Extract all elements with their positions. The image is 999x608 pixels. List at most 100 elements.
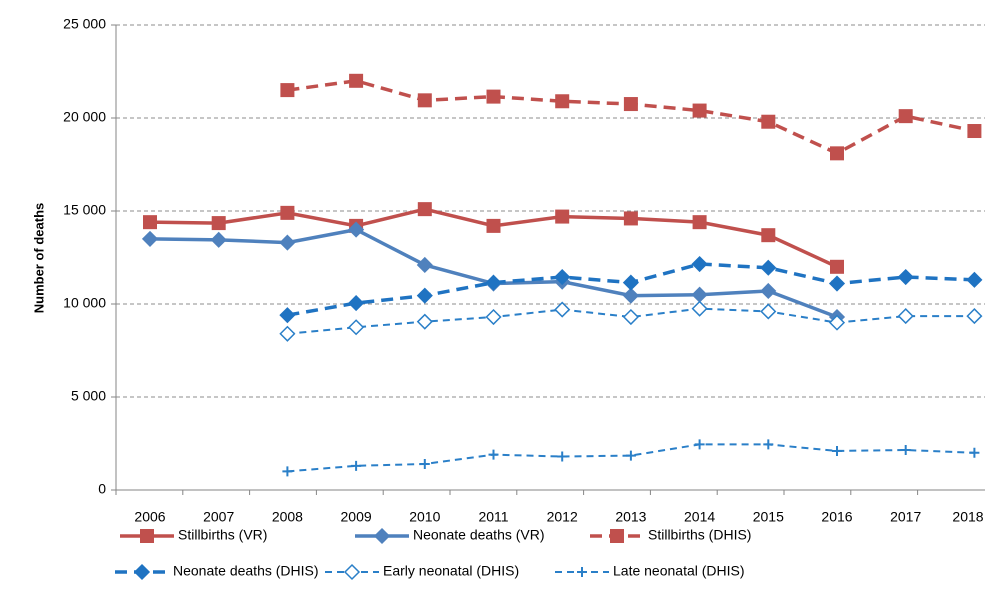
marker: [898, 109, 913, 124]
y-tick-label: 15 000: [63, 202, 106, 218]
marker: [969, 447, 980, 458]
legend-label: Neonate deaths (VR): [413, 527, 545, 543]
marker: [760, 282, 777, 300]
y-tick-label: 10 000: [63, 295, 106, 311]
series: [279, 255, 983, 324]
marker: [554, 268, 571, 286]
marker: [211, 216, 226, 231]
x-tick-label: 2017: [890, 509, 921, 525]
marker: [967, 124, 982, 139]
x-tick-label: 2012: [547, 509, 578, 525]
marker: [761, 228, 776, 243]
series-line: [287, 443, 975, 473]
legend-label: Early neonatal (DHIS): [383, 563, 519, 579]
marker: [417, 93, 432, 108]
x-tick-label: 2008: [272, 509, 303, 525]
marker: [966, 271, 983, 288]
x-tick-label: 2014: [684, 509, 715, 525]
marker: [761, 114, 776, 129]
legend-label: Stillbirths (DHIS): [648, 527, 751, 543]
marker: [279, 325, 296, 342]
marker: [557, 451, 568, 462]
marker: [610, 529, 624, 543]
legend-item: Neonate deaths (VR): [355, 527, 545, 545]
legend-item: Early neonatal (DHIS): [325, 563, 519, 581]
marker: [348, 319, 365, 336]
marker: [280, 83, 295, 98]
marker: [417, 202, 432, 217]
marker: [897, 268, 914, 286]
series: [141, 221, 846, 326]
marker: [416, 313, 433, 330]
marker: [832, 445, 842, 456]
series: [279, 300, 983, 342]
x-tick-label: 2006: [134, 509, 165, 525]
marker: [348, 295, 365, 312]
marker: [625, 450, 636, 461]
marker: [760, 303, 777, 320]
series: [143, 202, 844, 274]
marker: [623, 211, 638, 226]
series: [282, 439, 980, 477]
x-tick-label: 2009: [341, 509, 372, 525]
marker: [577, 567, 587, 577]
series-line: [287, 79, 975, 156]
series-line: [149, 207, 838, 269]
x-tick-label: 2015: [753, 509, 784, 525]
legend-item: Neonate deaths (DHIS): [115, 563, 319, 581]
marker: [279, 307, 296, 324]
marker: [828, 314, 846, 331]
marker: [133, 563, 151, 581]
x-tick-label: 2011: [478, 509, 508, 525]
marker: [555, 94, 570, 109]
marker: [692, 103, 707, 118]
legend-item: Stillbirths (VR): [120, 527, 267, 543]
legend-item: Late neonatal (DHIS): [555, 563, 745, 579]
marker: [692, 215, 707, 230]
marker: [622, 308, 639, 326]
y-tick-label: 25 000: [63, 16, 106, 32]
marker: [900, 445, 911, 456]
marker: [760, 259, 777, 276]
marker: [694, 439, 705, 450]
marker: [485, 308, 502, 326]
marker: [554, 301, 571, 318]
marker: [416, 287, 433, 304]
y-tick-label: 0: [98, 481, 106, 497]
marker: [419, 458, 430, 469]
legend-label: Stillbirths (VR): [178, 527, 267, 543]
series: [280, 73, 982, 161]
marker: [622, 274, 639, 291]
marker: [280, 205, 295, 220]
marker: [691, 300, 708, 317]
marker: [348, 221, 365, 238]
marker: [488, 449, 499, 460]
marker: [828, 275, 846, 292]
x-tick-label: 2018: [952, 509, 983, 525]
marker: [622, 287, 639, 304]
marker: [351, 460, 362, 471]
marker: [349, 73, 364, 88]
marker: [416, 256, 433, 274]
marker: [691, 255, 708, 273]
y-tick-label: 20 000: [63, 109, 106, 125]
y-tick-label: 5 000: [71, 388, 106, 404]
marker: [830, 259, 844, 274]
legend-label: Late neonatal (DHIS): [613, 563, 745, 579]
marker: [485, 274, 502, 291]
marker: [282, 466, 293, 477]
marker: [210, 231, 227, 248]
marker: [143, 215, 157, 230]
marker: [555, 209, 570, 224]
x-tick-label: 2010: [409, 509, 440, 525]
marker: [141, 230, 159, 247]
marker: [140, 529, 154, 543]
marker: [830, 146, 844, 161]
marker: [623, 97, 638, 112]
marker: [279, 234, 296, 251]
marker: [343, 563, 361, 581]
series-line: [287, 307, 975, 335]
legend-label: Neonate deaths (DHIS): [173, 563, 319, 579]
